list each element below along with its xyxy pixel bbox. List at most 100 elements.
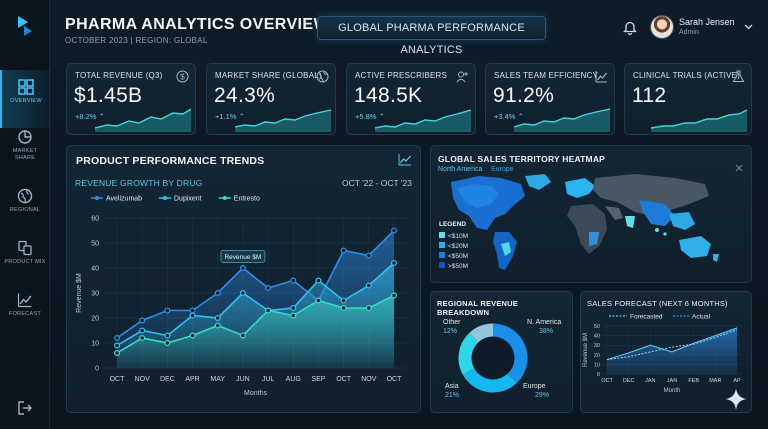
nav-forecast[interactable]: FORECAST bbox=[0, 283, 50, 341]
kpi-change-text: +8.2% bbox=[75, 112, 97, 121]
user-add-icon bbox=[456, 71, 468, 83]
x-tick-label: MAY bbox=[210, 376, 225, 383]
y-tick-label: 10 bbox=[594, 362, 600, 368]
up-arrow-icon: ⌃ bbox=[517, 112, 524, 121]
heatmap-legend: <$10M <$20M <$50M >$50M bbox=[439, 232, 468, 272]
legend-item: <$20M bbox=[439, 242, 468, 252]
kpi-value: $1.45B bbox=[74, 84, 143, 107]
avatar[interactable] bbox=[650, 15, 674, 39]
data-point bbox=[189, 312, 196, 319]
up-arrow-icon: ⌃ bbox=[238, 112, 245, 121]
data-point bbox=[265, 284, 272, 292]
data-point bbox=[315, 277, 322, 284]
kpi-value: 148.5K bbox=[354, 84, 423, 107]
x-tick-label: NOV bbox=[361, 376, 377, 383]
nav-product-mix[interactable]: PRODUCT MIX bbox=[0, 231, 50, 289]
data-point bbox=[390, 259, 398, 267]
logo-icon bbox=[18, 16, 32, 36]
data-point bbox=[239, 332, 246, 339]
logout-icon[interactable] bbox=[17, 400, 33, 416]
sparkline bbox=[514, 108, 610, 132]
kpi-label: SALES TEAM EFFICIENCY bbox=[494, 71, 599, 80]
data-point bbox=[113, 349, 121, 357]
slice-percent: 12% bbox=[443, 328, 457, 335]
donut-slice bbox=[492, 323, 528, 384]
y-tick-label: 40 bbox=[594, 334, 600, 340]
x-tick-label: OCT bbox=[336, 376, 352, 383]
kpi-change-text: +1.1% bbox=[215, 112, 237, 121]
product-performance-panel: PRODUCT PERFORMANCE TRENDS REVENUE GROWT… bbox=[66, 145, 421, 413]
y-tick-label: 30 bbox=[91, 291, 99, 298]
data-point bbox=[239, 264, 246, 272]
sales-forecast-panel: SALES FORECAST (NEXT 6 MONTHS) Forecaste… bbox=[580, 291, 752, 413]
y-tick-label: 50 bbox=[91, 241, 99, 248]
nav-label: PRODUCT MIX bbox=[4, 259, 46, 265]
svg-text:$: $ bbox=[180, 72, 185, 81]
series-line bbox=[116, 262, 395, 347]
forecast-line-chart[interactable]: Forecasted Actual 0 10 20 30 40 50 OCT DEC JAN JAN F… bbox=[581, 310, 753, 414]
trend-icon[interactable] bbox=[398, 153, 412, 166]
x-tick-label: JUL bbox=[262, 376, 275, 383]
pie-chart-icon bbox=[18, 130, 32, 144]
data-point bbox=[214, 322, 221, 329]
kpi-value: 91.2% bbox=[493, 84, 555, 107]
data-point bbox=[189, 332, 196, 339]
kpi-card-sales-efficiency[interactable]: SALES TEAM EFFICIENCY 91.2% +3.4% ⌃ bbox=[485, 63, 615, 135]
x-tick-label: FEB bbox=[688, 378, 699, 384]
sparkle-icon bbox=[725, 388, 747, 410]
kpi-value: 24.3% bbox=[214, 84, 276, 107]
x-tick-label: SEP bbox=[311, 376, 325, 383]
data-point bbox=[365, 304, 372, 312]
data-point bbox=[365, 252, 372, 259]
kpi-card-total-revenue[interactable]: TOTAL REVENUE (Q3) $ $1.45B +8.2% ⌃ bbox=[66, 63, 196, 135]
page-subtitle: OCTOBER 2023 | REGION: GLOBAL bbox=[65, 36, 208, 45]
sparkline bbox=[651, 109, 747, 132]
up-arrow-icon: ⌃ bbox=[98, 112, 105, 121]
notification-bell-icon[interactable] bbox=[623, 20, 637, 35]
x-axis-label: Month bbox=[664, 388, 681, 394]
legend-item: <$10M bbox=[439, 232, 468, 242]
panel-subtitle: REVENUE GROWTH BY DRUG bbox=[75, 178, 203, 188]
x-tick-label: JAN bbox=[645, 378, 655, 384]
user-name: Sarah Jensen bbox=[679, 17, 735, 27]
x-tick-label: JUN bbox=[236, 376, 250, 383]
legend-marker bbox=[95, 196, 99, 200]
nav-regional[interactable]: REGIONAL bbox=[0, 179, 50, 237]
nav-label: REGIONAL bbox=[9, 207, 41, 213]
data-point bbox=[139, 317, 146, 324]
page-title: PHARMA ANALYTICS OVERVIEW bbox=[65, 16, 329, 33]
kpi-card-active-prescribers[interactable]: ACTIVE PRESCRIBERS 148.5K +5.8% ⌃ bbox=[346, 63, 476, 135]
region-tab-north-america[interactable]: North America bbox=[438, 166, 483, 173]
data-point bbox=[113, 342, 121, 349]
revenue-line-chart[interactable]: 0 10 20 30 40 50 60 OCT NOV DEC APR MAY JUN JUL AUG SEP… bbox=[67, 192, 422, 412]
y-axis-label: Revenue $M bbox=[76, 273, 83, 313]
donut-slice bbox=[469, 323, 494, 343]
data-point bbox=[113, 334, 121, 342]
legend-label: Entresto bbox=[234, 196, 260, 203]
world-map[interactable] bbox=[439, 170, 739, 280]
nav-overview[interactable]: OVERVIEW bbox=[0, 70, 50, 128]
nav-market-share[interactable]: MARKET SHARE bbox=[0, 120, 50, 178]
data-point bbox=[189, 307, 196, 314]
x-tick-label: MAR bbox=[709, 378, 721, 384]
kpi-change-text: +3.4% bbox=[494, 112, 516, 121]
globe-icon bbox=[17, 188, 33, 204]
close-icon[interactable] bbox=[735, 164, 743, 172]
kpi-label: CLINICAL TRIALS (ACTIVE) bbox=[633, 71, 741, 80]
region-tab-europe[interactable]: Europe bbox=[491, 166, 514, 173]
x-tick-label: NOV bbox=[135, 376, 151, 383]
kpi-card-market-share[interactable]: MARKET SHARE (GLOBAL) 24.3% +1.1% ⌃ bbox=[206, 63, 336, 135]
dashboard-icon bbox=[18, 79, 34, 95]
legend-label: >$50M bbox=[448, 263, 469, 270]
forecast-line bbox=[606, 327, 738, 361]
donut-slice bbox=[458, 332, 479, 375]
data-point bbox=[290, 312, 297, 319]
chevron-down-icon[interactable] bbox=[744, 24, 753, 30]
legend-title: LEGEND bbox=[439, 221, 467, 228]
y-tick-label: 60 bbox=[91, 216, 99, 223]
y-tick-label: 10 bbox=[91, 341, 99, 348]
data-point bbox=[340, 247, 347, 254]
kpi-card-clinical-trials[interactable]: CLINICAL TRIALS (ACTIVE) 112 bbox=[624, 63, 752, 135]
regional-donut-chart[interactable]: N. America 38% Europe 29% Asia 21% Other 12% bbox=[431, 312, 574, 412]
